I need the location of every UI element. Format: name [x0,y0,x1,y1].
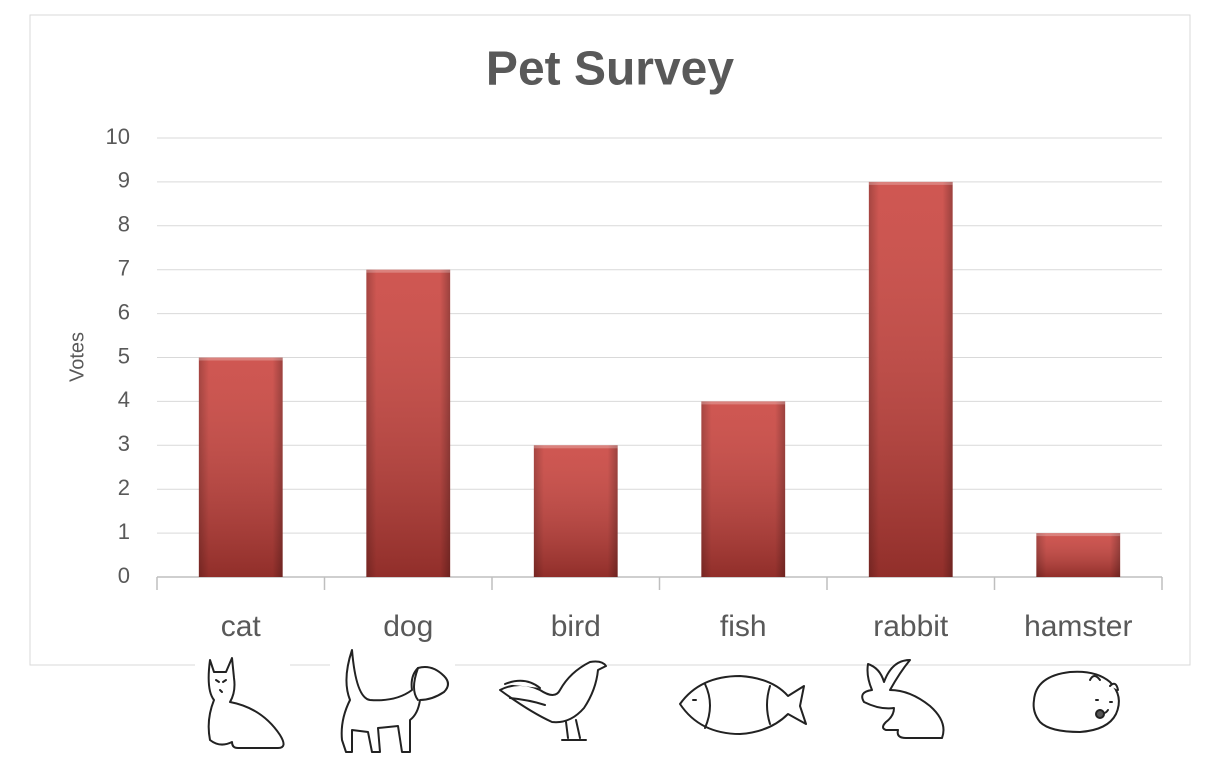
y-tick-label: 10 [106,124,130,149]
dog-icon [330,648,455,758]
hamster-icon [1032,670,1120,733]
cat-icon [195,650,290,750]
bar-top [198,357,283,361]
y-tick-label: 7 [118,256,130,281]
bird-icon [499,660,607,741]
x-tick-label: bird [551,610,601,643]
y-tick-label: 1 [118,519,130,544]
x-tick-label: rabbit [873,610,949,643]
bar-bevel [1036,533,1121,577]
bar-bevel [701,401,786,577]
fish-icon [679,675,807,735]
y-axis-label: Votes [66,332,88,382]
y-tick-label: 6 [118,299,130,324]
x-tick-label: fish [720,610,767,643]
bar-bevel [533,445,618,577]
y-tick-label: 3 [118,431,130,456]
bar-bevel [366,269,451,577]
bar-bevel [198,357,283,577]
bar-top [868,181,953,185]
y-tick-label: 5 [118,343,130,368]
bar-top [366,269,451,273]
y-tick-label: 9 [118,168,130,193]
pet-icons [195,648,1120,758]
bar-top [533,445,618,449]
bar-top [1036,533,1121,537]
chart-title: Pet Survey [486,43,734,96]
rabbit-icon [861,659,945,739]
x-tick-label: cat [221,610,262,643]
y-tick-label: 0 [118,563,130,588]
y-tick-label: 4 [118,387,130,412]
x-tick-label: hamster [1024,610,1132,643]
y-tick-label: 2 [118,475,130,500]
y-tick-label: 8 [118,212,130,237]
bar-bevel [868,181,953,577]
x-tick-label: dog [383,610,433,643]
bar-top [701,401,786,405]
